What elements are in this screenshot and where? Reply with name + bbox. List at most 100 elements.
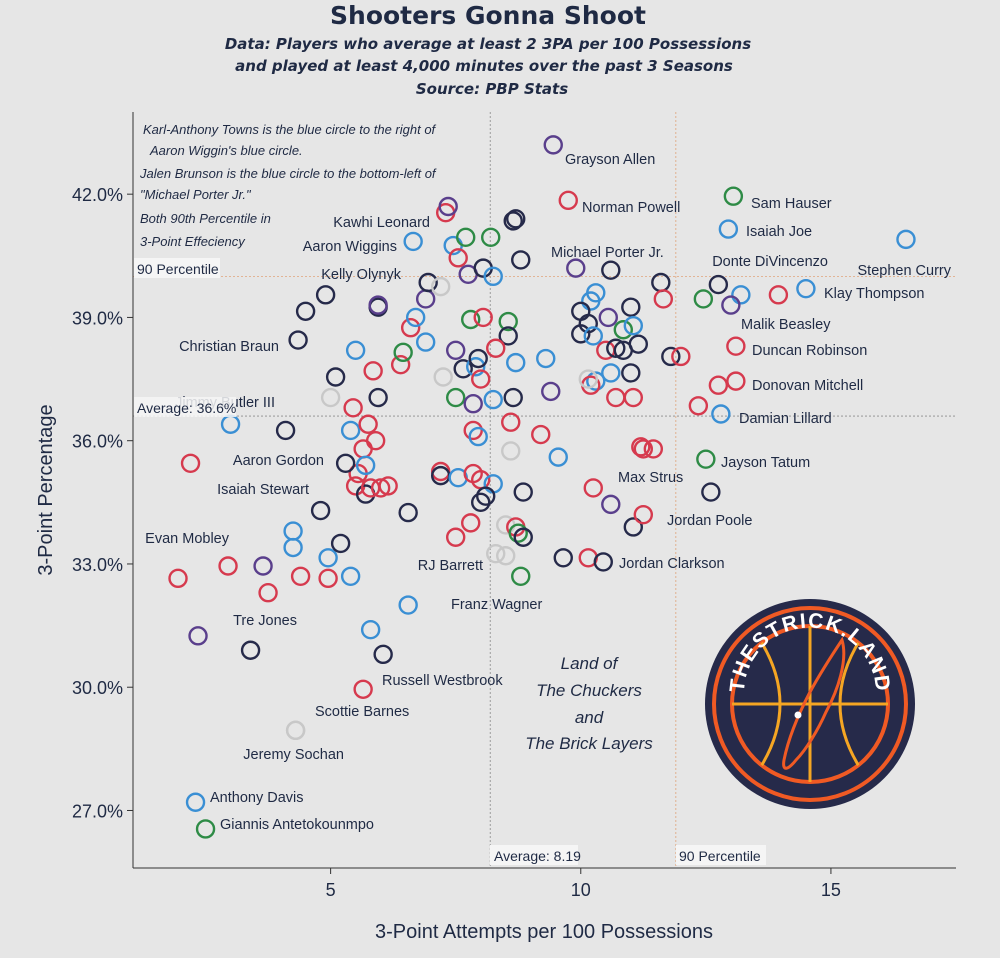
point-michael-porter-jr: [503, 211, 523, 231]
point-label-0: Grayson Allen: [565, 152, 655, 168]
the-strick-land-logo: THESTRICK.LAND: [705, 599, 915, 809]
point-label-6: Michael Porter Jr.: [551, 245, 664, 261]
point-102: [598, 307, 618, 328]
point-56: [473, 307, 493, 328]
point-23: [368, 295, 388, 315]
annotation-line-5: Both 90th Percentile in: [140, 211, 271, 226]
point-label-4: Kawhi Leonard: [333, 215, 430, 231]
point-48: [456, 227, 476, 248]
point-64: [471, 369, 491, 389]
point-donte-divincenzo: [708, 274, 729, 295]
point-label-24: Jordan Clarkson: [619, 556, 725, 572]
point-label-19: Max Strus: [618, 470, 683, 486]
point-111: [613, 340, 633, 361]
point-sam-hauser: [723, 186, 744, 206]
point-franz-wagner: [511, 566, 531, 586]
quadrant-label-line-2: The Chuckers: [536, 681, 642, 700]
point-85: [476, 486, 496, 506]
quadrant-label-line-1: Land of: [561, 654, 620, 673]
point-60: [445, 340, 466, 361]
point-71: [536, 348, 556, 369]
manhattan-map-icon: [782, 636, 846, 770]
x-average-label-bg: [490, 845, 578, 865]
point-label-21: Jordan Poole: [667, 513, 752, 529]
x-tick-label-0: 5: [326, 880, 336, 900]
point-127: [708, 375, 729, 395]
y-axis-label: 3-Point Percentage: [35, 404, 57, 575]
point-25: [363, 361, 383, 381]
point-jayson-tatum: [696, 449, 716, 469]
point-isaiah-stewart: [360, 478, 381, 498]
point-aaron-wiggins: [403, 231, 423, 252]
point-93: [513, 527, 533, 547]
x-ticks: 5 10 15: [326, 868, 841, 900]
point-label-17: Aaron Gordon: [233, 453, 324, 469]
point-jeremy-sochan: [285, 720, 306, 741]
point-29: [355, 455, 376, 476]
point-2: [275, 420, 296, 441]
annotation-note: Karl-Anthony Towns is the blue circle to…: [139, 122, 437, 249]
y-ticks: 27.0% 30.0% 33.0% 36.0% 39.0% 42.0%: [72, 185, 133, 821]
point-label-12: Christian Braun: [179, 339, 279, 355]
point-92: [508, 523, 528, 543]
point-106: [606, 338, 626, 358]
x-90th-label: 90 Percentile: [679, 848, 761, 864]
point-grayson-allen: [543, 135, 563, 155]
x-tick-label-2: 15: [821, 880, 841, 900]
point-9: [290, 566, 311, 586]
point-114: [671, 346, 691, 367]
point-label-16: Damian Lillard: [739, 411, 832, 427]
point-120: [601, 363, 621, 383]
point-10: [310, 500, 331, 521]
point-duncan-robinson: [726, 336, 746, 356]
y-90th-label: 90 Percentile: [137, 261, 219, 277]
point-label-29: Jeremy Sochan: [243, 747, 344, 763]
point-kelly-olynyk: [430, 276, 451, 297]
point-12: [330, 533, 351, 554]
point-59: [486, 338, 506, 358]
y-tick-label-2: 33.0%: [72, 555, 123, 575]
point-5: [253, 556, 273, 576]
point-malik-beasley: [721, 295, 741, 315]
x-axis-label: 3-Point Attempts per 100 Possessions: [375, 921, 713, 943]
y-tick-label-0: 27.0%: [72, 801, 123, 821]
y-average-label: Average: 36.6%: [137, 400, 236, 416]
point-label-18: Jayson Tatum: [721, 455, 810, 471]
point-38: [415, 289, 436, 309]
point-17: [325, 367, 346, 387]
chart-subtitle-line-1: Data: Players who average at least 2 3PA…: [225, 35, 751, 53]
reference-lines: [133, 112, 956, 868]
point-4: [188, 626, 208, 646]
point-jordan-clarkson: [593, 552, 613, 572]
point-54: [481, 227, 501, 248]
point-label-9: Kelly Olynyk: [321, 267, 402, 283]
point-kawhi-leonard: [438, 196, 458, 217]
point-123: [578, 369, 598, 389]
point-77: [501, 441, 521, 461]
point-27: [365, 430, 386, 451]
point-72: [501, 412, 521, 432]
point-11: [318, 548, 338, 568]
point-79: [430, 461, 451, 482]
point-76: [541, 381, 561, 402]
point-label-2: Sam Hauser: [751, 196, 832, 212]
x-average-label: Average: 8.19: [494, 848, 581, 864]
point-121: [586, 371, 606, 391]
point-68: [483, 389, 503, 410]
point-16: [295, 301, 316, 321]
point-label-28: Scottie Barnes: [315, 704, 409, 720]
point-tre-jones: [240, 640, 261, 660]
point-max-strus: [633, 439, 654, 459]
point-13: [318, 568, 338, 589]
point-anthony-davis: [185, 792, 206, 812]
point-russell-westbrook: [353, 679, 373, 699]
point-116: [693, 289, 714, 309]
x-tick-label-1: 10: [571, 880, 591, 900]
point-108: [621, 297, 641, 317]
quadrant-label-line-4: The Brick Layers: [525, 734, 653, 753]
point-55: [461, 309, 481, 330]
point-evan-mobley: [218, 556, 238, 576]
point-99: [581, 291, 601, 311]
point-96: [566, 258, 586, 278]
